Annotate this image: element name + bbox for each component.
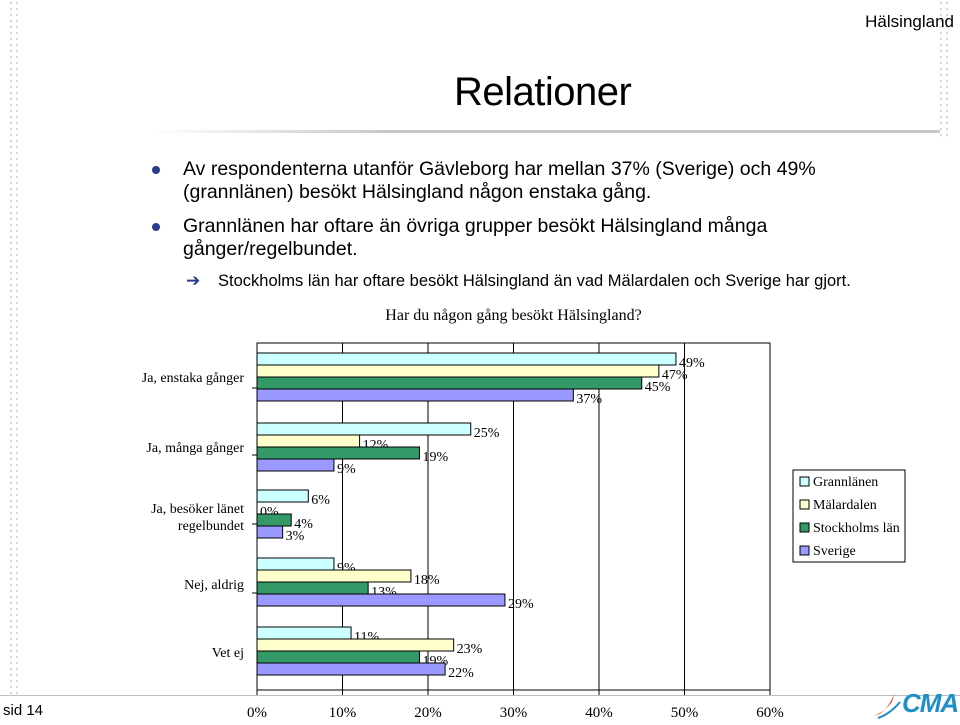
bullet-item: Grannlänen har oftare än övriga grupper …	[150, 215, 930, 261]
legend-swatch	[799, 476, 810, 487]
page-number: sid 14	[3, 702, 44, 719]
logo-text: CMA	[902, 688, 959, 718]
bar	[256, 593, 506, 607]
data-label: 49%	[679, 356, 705, 371]
bar	[256, 662, 446, 676]
bar	[256, 626, 352, 640]
legend-label: Sverige	[813, 544, 856, 559]
x-tick-label: 20%	[414, 705, 442, 721]
category-label: Vet ej	[212, 646, 244, 661]
bullet-dot-icon	[152, 166, 160, 174]
bullet-list: Av respondenterna utanför Gävleborg har …	[150, 158, 930, 293]
bar	[256, 388, 574, 402]
category-label: Ja, besöker länet regelbundet	[151, 502, 244, 534]
arrow-right-icon: ➔	[186, 271, 201, 290]
bar	[256, 557, 335, 571]
bar	[256, 489, 309, 503]
data-label: 47%	[662, 368, 688, 383]
category-label: Ja, enstaka gånger	[142, 371, 245, 386]
bar	[256, 513, 292, 527]
data-label: 37%	[576, 392, 602, 407]
decorative-dots-left	[8, 0, 22, 695]
decorative-dots-right	[938, 0, 952, 140]
data-label: 4%	[294, 517, 313, 532]
bar	[256, 638, 455, 652]
legend-label: Grannlänen	[813, 475, 878, 490]
bar	[256, 376, 643, 390]
sub-bullet-item: ➔ Stockholms län har oftare besökt Hälsi…	[150, 270, 930, 293]
bar	[256, 525, 284, 539]
bullet-text: Av respondenterna utanför Gävleborg har …	[183, 158, 816, 203]
data-label: 19%	[422, 450, 448, 465]
chart-title: Har du någon gång besökt Hälsingland?	[385, 307, 641, 324]
sub-bullet-text: Stockholms län har oftare besökt Hälsing…	[218, 272, 851, 290]
bar	[256, 458, 335, 472]
legend-swatch	[799, 499, 810, 510]
bullet-dot-icon	[152, 223, 160, 231]
category-label: Nej, aldrig	[184, 578, 244, 593]
data-label: 29%	[508, 597, 534, 612]
bar	[256, 434, 361, 448]
slide-title: Relationer	[454, 70, 632, 114]
bar	[256, 446, 420, 460]
footer-divider	[0, 695, 960, 696]
data-label: 22%	[448, 666, 474, 681]
data-label: 25%	[474, 426, 500, 441]
x-tick-label: 40%	[585, 705, 613, 721]
bullet-text: Grannlänen har oftare än övriga grupper …	[183, 215, 768, 260]
legend-label: Stockholms län	[813, 521, 900, 536]
x-tick-label: 30%	[500, 705, 528, 721]
legend-label: Mälardalen	[813, 498, 877, 513]
data-label: 18%	[414, 573, 440, 588]
bar	[256, 650, 420, 664]
bar	[256, 581, 369, 595]
x-tick-label: 60%	[756, 705, 784, 721]
data-label: 23%	[457, 642, 483, 657]
data-label: 45%	[645, 380, 671, 395]
legend-swatch	[799, 545, 810, 556]
title-divider	[150, 130, 940, 133]
bar	[256, 569, 412, 583]
data-label: 3%	[286, 529, 305, 544]
data-label: 9%	[337, 462, 356, 477]
x-tick-label: 10%	[329, 705, 357, 721]
category-label: Ja, många gånger	[146, 441, 244, 456]
legend-swatch	[799, 522, 810, 533]
region-label: Hälsingland	[865, 12, 954, 31]
x-tick-label: 0%	[247, 705, 267, 721]
bullet-item: Av respondenterna utanför Gävleborg har …	[150, 158, 930, 204]
data-label: 6%	[311, 493, 330, 508]
bar	[256, 422, 472, 436]
legend-box	[792, 469, 906, 563]
bar	[256, 364, 660, 378]
cma-logo-icon	[874, 688, 901, 719]
x-tick-label: 50%	[671, 705, 699, 721]
bar	[256, 352, 677, 366]
